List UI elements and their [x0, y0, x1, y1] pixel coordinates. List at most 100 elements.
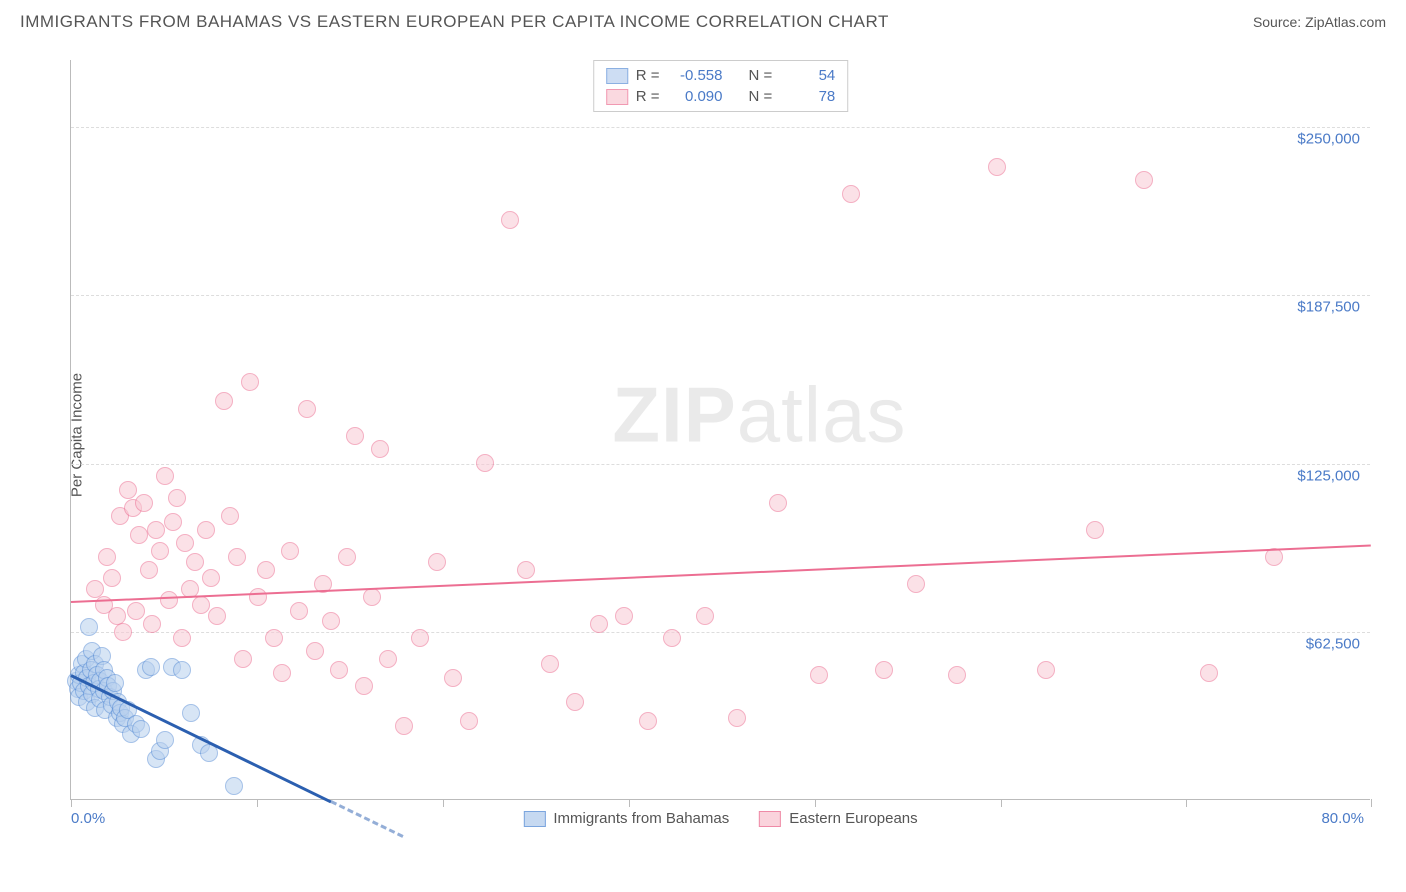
data-point	[164, 513, 182, 531]
x-tick	[71, 799, 72, 807]
r-value: 0.090	[668, 88, 723, 105]
legend-swatch	[759, 811, 781, 827]
data-point	[127, 602, 145, 620]
data-point	[355, 677, 373, 695]
data-point	[132, 720, 150, 738]
data-point	[142, 658, 160, 676]
watermark-zip: ZIP	[612, 370, 736, 458]
data-point	[501, 211, 519, 229]
data-point	[322, 612, 340, 630]
data-point	[346, 427, 364, 445]
data-point	[114, 623, 132, 641]
data-point	[639, 712, 657, 730]
legend-series-label: Immigrants from Bahamas	[553, 810, 729, 827]
data-point	[696, 607, 714, 625]
data-point	[842, 185, 860, 203]
n-value: 54	[780, 67, 835, 84]
data-point	[119, 481, 137, 499]
data-point	[1086, 521, 1104, 539]
data-point	[225, 777, 243, 795]
trend-line-dashed	[330, 800, 403, 838]
data-point	[168, 489, 186, 507]
watermark: ZIPatlas	[612, 369, 906, 460]
data-point	[615, 607, 633, 625]
data-point	[234, 650, 252, 668]
data-point	[875, 661, 893, 679]
gridline	[71, 295, 1370, 296]
legend-series-item: Eastern Europeans	[759, 810, 917, 827]
r-value: -0.558	[668, 67, 723, 84]
data-point	[907, 575, 925, 593]
r-label: R =	[636, 88, 660, 105]
x-tick	[257, 799, 258, 807]
data-point	[988, 158, 1006, 176]
legend-series-item: Immigrants from Bahamas	[523, 810, 729, 827]
legend-swatch	[523, 811, 545, 827]
data-point	[948, 666, 966, 684]
data-point	[379, 650, 397, 668]
data-point	[197, 521, 215, 539]
data-point	[363, 588, 381, 606]
data-point	[249, 588, 267, 606]
trend-line	[70, 674, 331, 803]
legend-swatch	[606, 89, 628, 105]
data-point	[338, 548, 356, 566]
x-axis-label: 80.0%	[1321, 810, 1364, 827]
data-point	[257, 561, 275, 579]
data-point	[371, 440, 389, 458]
data-point	[182, 704, 200, 722]
data-point	[208, 607, 226, 625]
data-point	[1135, 171, 1153, 189]
plot-area: ZIPatlas R =-0.558N =54R =0.090N =78 Imm…	[70, 60, 1370, 800]
n-label: N =	[749, 88, 773, 105]
data-point	[476, 454, 494, 472]
x-tick	[1186, 799, 1187, 807]
y-tick-label: $250,000	[1297, 131, 1360, 148]
data-point	[460, 712, 478, 730]
data-point	[306, 642, 324, 660]
data-point	[395, 717, 413, 735]
data-point	[728, 709, 746, 727]
x-axis-label: 0.0%	[71, 810, 105, 827]
data-point	[444, 669, 462, 687]
n-value: 78	[780, 88, 835, 105]
data-point	[173, 661, 191, 679]
data-point	[147, 521, 165, 539]
source-prefix: Source:	[1253, 14, 1305, 30]
legend-stats-row: R =-0.558N =54	[606, 65, 836, 86]
data-point	[202, 569, 220, 587]
chart-title: IMMIGRANTS FROM BAHAMAS VS EASTERN EUROP…	[20, 12, 889, 32]
y-tick-label: $187,500	[1297, 299, 1360, 316]
chart-container: Per Capita Income ZIPatlas R =-0.558N =5…	[50, 50, 1386, 820]
data-point	[265, 629, 283, 647]
data-point	[151, 542, 169, 560]
data-point	[173, 629, 191, 647]
legend-stats: R =-0.558N =54R =0.090N =78	[593, 60, 849, 112]
data-point	[330, 661, 348, 679]
y-tick-label: $62,500	[1306, 635, 1360, 652]
data-point	[103, 569, 121, 587]
data-point	[1037, 661, 1055, 679]
data-point	[192, 596, 210, 614]
data-point	[221, 507, 239, 525]
n-label: N =	[749, 67, 773, 84]
x-tick	[443, 799, 444, 807]
data-point	[106, 674, 124, 692]
legend-series-label: Eastern Europeans	[789, 810, 917, 827]
data-point	[241, 373, 259, 391]
data-point	[215, 392, 233, 410]
data-point	[281, 542, 299, 560]
data-point	[428, 553, 446, 571]
watermark-atlas: atlas	[737, 370, 907, 458]
gridline	[71, 127, 1370, 128]
data-point	[176, 534, 194, 552]
data-point	[143, 615, 161, 633]
x-tick	[1371, 799, 1372, 807]
x-tick	[1001, 799, 1002, 807]
chart-header: IMMIGRANTS FROM BAHAMAS VS EASTERN EUROP…	[0, 0, 1406, 40]
data-point	[566, 693, 584, 711]
data-point	[228, 548, 246, 566]
legend-swatch	[606, 68, 628, 84]
data-point	[140, 561, 158, 579]
data-point	[290, 602, 308, 620]
